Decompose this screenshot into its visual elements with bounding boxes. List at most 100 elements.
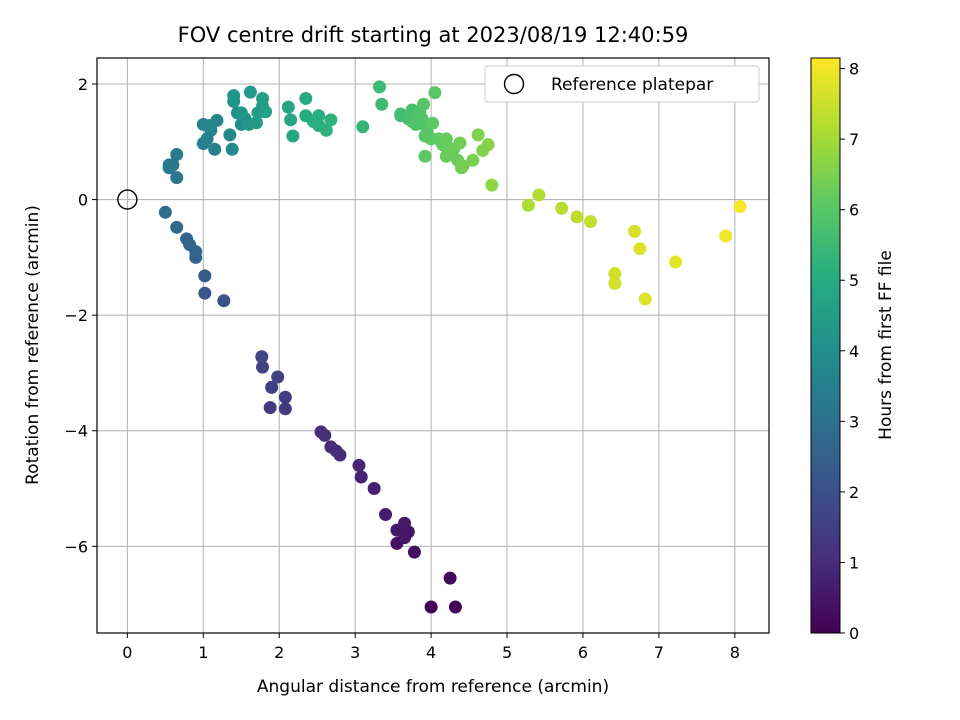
- data-point: [259, 105, 273, 119]
- data-point: [555, 201, 569, 215]
- data-point: [354, 470, 368, 484]
- colorbar-tick-label: 3: [849, 412, 859, 431]
- x-axis-ticks: 0 1 2 3 4 5 6 7 8: [122, 633, 740, 662]
- data-point: [225, 142, 239, 156]
- data-point: [424, 600, 438, 614]
- colorbar-tick-label: 6: [849, 201, 859, 220]
- data-point: [217, 294, 231, 308]
- data-point: [255, 350, 269, 364]
- y-axis-label: Rotation from reference (arcmin): [23, 205, 43, 485]
- data-point: [234, 106, 248, 120]
- data-point: [314, 425, 328, 439]
- data-point: [278, 390, 292, 404]
- data-point: [158, 205, 172, 219]
- y-tick-label: 2: [78, 75, 88, 94]
- data-point: [375, 97, 389, 111]
- y-axis-ticks: −6 −4 −2 0 2: [64, 75, 97, 556]
- x-tick-label: 3: [350, 643, 360, 662]
- data-point: [319, 123, 333, 137]
- data-point: [210, 113, 224, 127]
- data-point: [198, 286, 212, 300]
- data-point: [352, 458, 366, 472]
- data-point: [170, 220, 184, 234]
- colorbar-label: Hours from first FF file: [876, 250, 896, 440]
- data-point: [170, 148, 184, 162]
- data-point: [443, 571, 457, 585]
- colorbar-tick-label: 0: [849, 624, 859, 643]
- legend: Reference platepar: [484, 65, 760, 103]
- data-point: [570, 210, 584, 224]
- data-point: [265, 380, 279, 394]
- colorbar-tick-label: 4: [849, 342, 859, 361]
- data-point: [170, 171, 184, 185]
- data-point: [256, 360, 270, 374]
- data-point: [608, 276, 622, 290]
- data-point: [356, 120, 370, 134]
- data-point: [312, 109, 326, 123]
- x-tick-label: 4: [426, 643, 436, 662]
- data-point: [481, 138, 495, 152]
- colorbar-tick-label: 8: [849, 60, 859, 79]
- data-point: [324, 113, 338, 127]
- x-tick-label: 7: [654, 643, 664, 662]
- colorbar-tick-label: 5: [849, 271, 859, 290]
- data-point: [324, 440, 338, 454]
- data-point: [286, 129, 300, 143]
- data-point: [180, 232, 194, 246]
- y-tick-label: −6: [64, 537, 88, 556]
- x-tick-label: 1: [198, 643, 208, 662]
- y-tick-label: 0: [78, 191, 88, 210]
- legend-marker-icon: [503, 73, 525, 95]
- data-point: [372, 80, 386, 94]
- data-point: [208, 142, 222, 156]
- data-point: [227, 89, 241, 103]
- data-point: [223, 128, 237, 142]
- data-point: [638, 292, 652, 306]
- data-point: [379, 508, 393, 522]
- data-point: [448, 600, 462, 614]
- data-point: [407, 545, 421, 559]
- legend-label: Reference platepar: [551, 75, 713, 95]
- data-point: [367, 482, 381, 496]
- data-point: [485, 178, 499, 192]
- data-point: [198, 269, 212, 283]
- data-point: [428, 86, 442, 100]
- data-point: [669, 255, 683, 269]
- data-point: [453, 136, 467, 150]
- colorbar-tick-label: 1: [849, 553, 859, 572]
- data-point: [243, 85, 257, 99]
- x-tick-label: 2: [274, 643, 284, 662]
- data-point: [418, 149, 432, 163]
- data-point: [466, 153, 480, 167]
- colorbar: 0 1 2 3 4 5 6 7 8 Hours from first FF file: [810, 57, 896, 643]
- reference-platepar-marker: [117, 189, 138, 210]
- data-point: [439, 132, 453, 146]
- data-point: [249, 116, 263, 130]
- data-point: [398, 516, 412, 530]
- data-point: [584, 215, 598, 229]
- data-point: [417, 97, 431, 111]
- data-point: [532, 188, 546, 202]
- data-point: [456, 159, 470, 173]
- data-point: [521, 198, 535, 212]
- x-axis-label: Angular distance from reference (arcmin): [257, 677, 609, 697]
- data-point: [281, 100, 295, 114]
- data-point: [471, 128, 485, 142]
- data-point: [608, 267, 622, 281]
- y-tick-label: −2: [64, 306, 88, 325]
- x-tick-label: 8: [730, 643, 740, 662]
- colorbar-tick-label: 2: [849, 483, 859, 502]
- x-tick-label: 0: [122, 643, 132, 662]
- x-tick-label: 5: [502, 643, 512, 662]
- colorbar-tick-label: 7: [849, 130, 859, 149]
- y-tick-label: −4: [64, 422, 88, 441]
- chart-title: FOV centre drift starting at 2023/08/19 …: [178, 23, 689, 47]
- data-point: [162, 158, 176, 172]
- data-point: [733, 200, 747, 214]
- data-point: [271, 370, 285, 384]
- data-point: [263, 401, 277, 415]
- data-points: [117, 80, 747, 614]
- legend-box: [484, 65, 760, 103]
- data-point: [633, 242, 647, 256]
